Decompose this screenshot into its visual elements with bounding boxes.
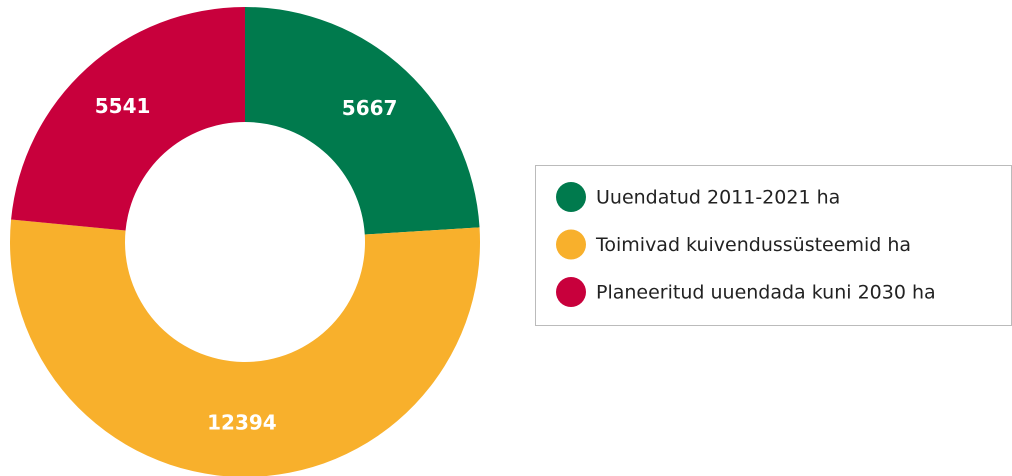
data-label: 12394 (207, 410, 277, 434)
data-label: 5541 (95, 94, 151, 118)
legend-label: Toimivad kuivendussüsteemid ha (595, 234, 911, 256)
legend-swatch (556, 229, 586, 260)
donut-slice (10, 219, 480, 476)
legend-label: Planeeritud uuendada kuni 2030 ha (596, 282, 936, 304)
donut-slice (245, 7, 480, 235)
legend-swatch (556, 277, 586, 307)
legend-box (535, 165, 1012, 326)
legend-swatch (556, 182, 586, 212)
data-label: 5667 (342, 96, 398, 120)
legend-label: Uuendatud 2011-2021 ha (596, 187, 840, 209)
donut-slice (11, 7, 245, 231)
